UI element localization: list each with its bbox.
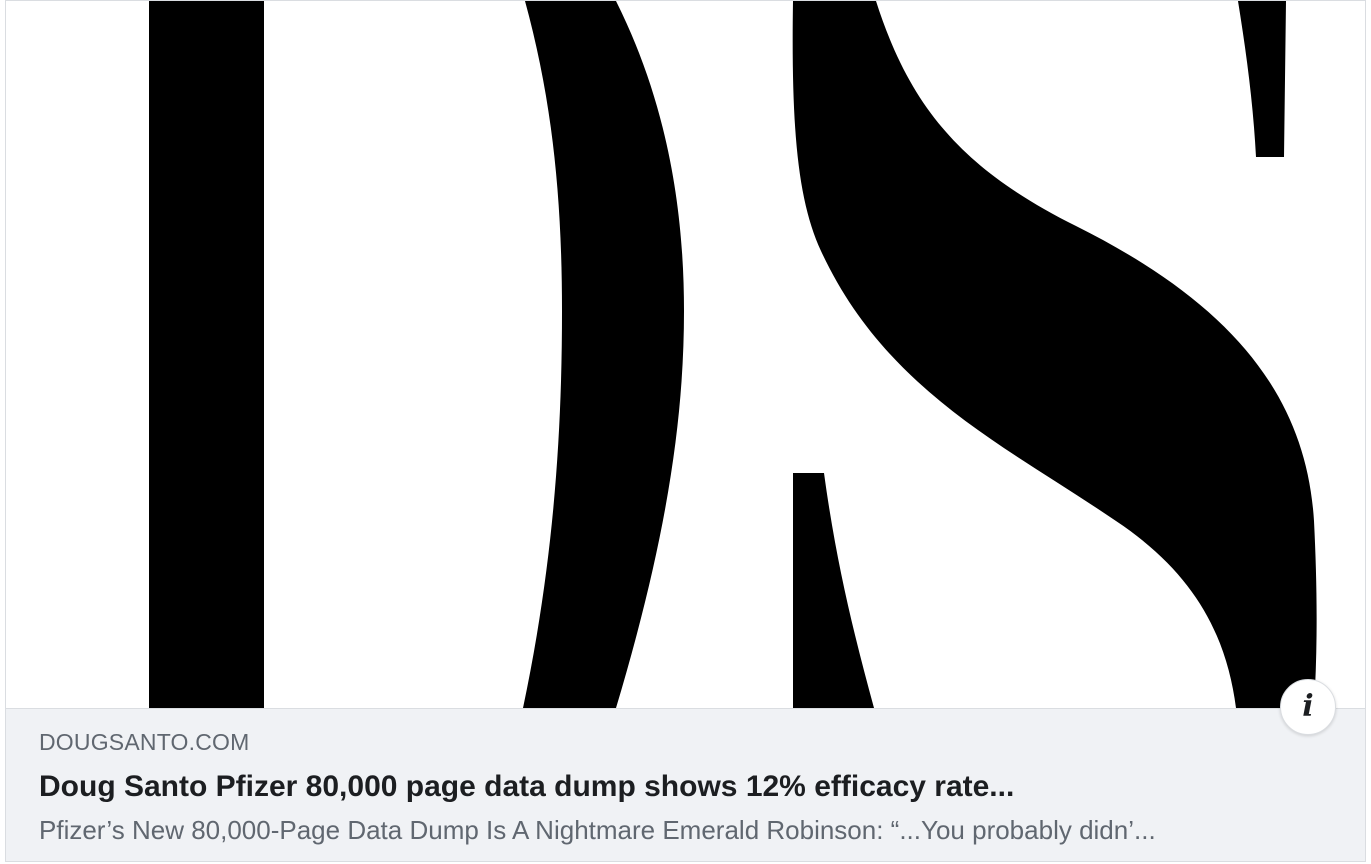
logo-s-spine (792, 1, 1317, 708)
link-meta[interactable]: DOUGSANTO.COM Doug Santo Pfizer 80,000 p… (6, 708, 1365, 861)
link-preview-image[interactable] (6, 1, 1365, 708)
link-preview-card[interactable]: i DOUGSANTO.COM Doug Santo Pfizer 80,000… (5, 0, 1366, 862)
logo-s-top-serif (1238, 1, 1286, 157)
link-headline[interactable]: Doug Santo Pfizer 80,000 page data dump … (39, 770, 1015, 803)
link-domain: DOUGSANTO.COM (39, 729, 250, 755)
link-description: Pfizer’s New 80,000-Page Data Dump Is A … (39, 815, 1156, 845)
ds-logo-image (6, 1, 1365, 708)
info-button[interactable]: i (1280, 679, 1336, 735)
logo-d-stem (149, 1, 264, 708)
logo-d-bowl (523, 1, 684, 708)
logo-s-bottom-serif (793, 473, 874, 708)
info-icon: i (1302, 689, 1314, 724)
